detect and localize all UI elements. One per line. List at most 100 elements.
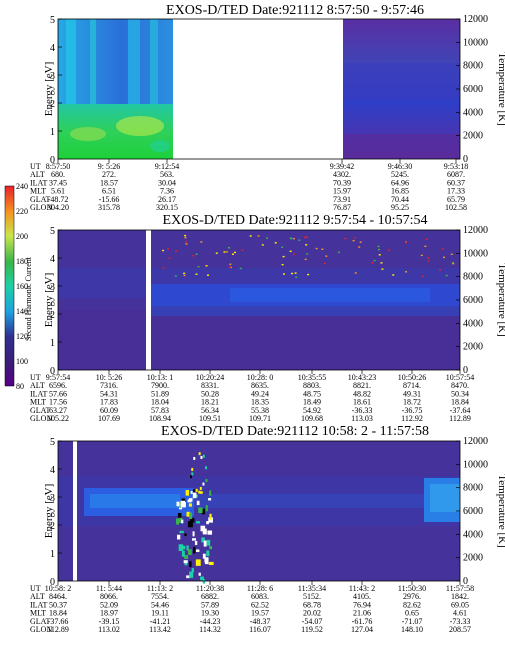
panel-2-table-cell: 8635. <box>251 381 269 390</box>
panel-3-burst-cell <box>181 498 186 503</box>
panel-3-table-cell: 2976. <box>403 592 421 601</box>
panel-2-sparkle <box>183 272 186 275</box>
panel-3-burst-cell <box>199 486 202 490</box>
panel-2-sparkle <box>321 248 324 250</box>
panel-2-table-cell: 48.82 <box>353 389 371 398</box>
panel-2-ylabel: Energy [eV] <box>43 273 55 327</box>
panel-2-sparkle <box>306 253 309 255</box>
panel-3-burst-cell <box>184 555 189 560</box>
panel-2-ytick-label: 3 <box>50 282 55 293</box>
panel-1-y2tick-label: 8000 <box>463 61 483 72</box>
panel-2-sparkle <box>439 269 442 271</box>
panel-2-table-cell: 109.68 <box>301 414 323 423</box>
panel-2-table-cell: 18.61 <box>353 398 371 407</box>
panel-2-table-cell: 8331. <box>201 381 219 390</box>
panel-2-table-cell: 18.49 <box>303 398 321 407</box>
panel-2-sparkle <box>229 266 232 269</box>
panel-2-table-cell: 54.92 <box>303 406 321 415</box>
panel-1-y2label: Temperature [K] <box>496 52 505 125</box>
panel-3-burst-cell <box>187 521 193 528</box>
panel-3-burst-cell <box>182 545 186 550</box>
panel-2-table-row-label: ALT <box>30 381 45 390</box>
panel-1-y2tick-label: 4000 <box>463 107 483 118</box>
panel-3-ytick-label: 4 <box>50 465 55 476</box>
panel-1-table-row-label: GLAT <box>30 195 51 204</box>
panel-2-sparkle <box>195 273 198 275</box>
panel-3-y2tick-label: 12000 <box>463 436 488 447</box>
panel-3-y2tick-label: 2000 <box>463 553 483 564</box>
panel-3-table-cell: 11:57:58 <box>446 584 474 593</box>
panel-3-burst-cell <box>177 513 182 518</box>
panel-3-table-cell: -44.23 <box>200 617 221 626</box>
panel-3-burst-cell <box>196 500 200 506</box>
panel-2-ytick-label: 4 <box>50 254 55 265</box>
panel-3-table-cell: 19.57 <box>251 609 269 618</box>
panel-2-table-cell: 57.66 <box>49 389 67 398</box>
panel-2-table-cell: 6596. <box>49 381 67 390</box>
panel-1-table-cell: 9:46:30 <box>388 162 412 171</box>
panel-3-burst-cell <box>207 530 213 535</box>
panel-3-burst-cell <box>181 502 186 508</box>
panel-2-table-cell: 50.34 <box>451 389 469 398</box>
panel-1-ytick-label: 1 <box>50 127 55 138</box>
panel-3-burst-cell <box>209 546 213 550</box>
panel-2-table-row-label: ILAT <box>30 389 47 398</box>
panel-2-sparkle <box>225 251 228 253</box>
panel-1-ytick-label: 0 <box>50 155 55 166</box>
panel-3-burst-cell <box>194 541 198 545</box>
panel-2-sparkle <box>184 237 187 239</box>
panel-2-y2tick-label: 10000 <box>463 248 488 259</box>
panel-2-sparkle <box>274 242 277 244</box>
panel-2-table-cell: 17.56 <box>49 398 67 407</box>
panel-2-sparkle <box>175 250 178 252</box>
panel-2-sparkle <box>305 236 308 238</box>
panel-3-burst-cell <box>209 490 212 496</box>
panel-1-table-cell: 65.79 <box>447 195 465 204</box>
panel-2: EXOS-D/TED Date:921112 9:57:54 - 10:57:5… <box>30 213 505 423</box>
panel-2-sparkle <box>392 274 395 276</box>
panel-1-table-cell: 16.85 <box>391 187 409 196</box>
panel-3-table-cell: 8066. <box>100 592 118 601</box>
panel-2-y2tick-label: 8000 <box>463 272 483 283</box>
panel-2-sparkle <box>337 251 340 254</box>
panel-3-table-cell: 11:35:34 <box>298 584 326 593</box>
panel-3-burst-cell <box>186 545 189 551</box>
panel-2-sparkle <box>404 241 407 244</box>
panel-2-sparkle <box>185 243 188 245</box>
panel-1-y2tick-label: 6000 <box>463 84 483 95</box>
panel-3-burst-cell <box>192 531 195 537</box>
panel-2-table-cell: 10:35:55 <box>298 373 326 382</box>
panel-2-sparkle <box>420 254 423 257</box>
panel-3-burst-cell <box>202 482 205 486</box>
panel-2-sparkle <box>298 239 301 241</box>
panel-3-burst-cell <box>205 505 208 512</box>
panel-2-sparkle <box>281 246 284 248</box>
panel-3-ytick-label: 5 <box>50 437 55 448</box>
panel-3-table-cell: 52.09 <box>100 600 118 609</box>
panel-3-table-cell: -73.33 <box>450 617 471 626</box>
panel-1-table-cell: 9:39:42 <box>330 162 354 171</box>
panel-1: EXOS-D/TED Date:921112 8:57:50 - 9:57:46… <box>30 3 505 212</box>
panel-2-sparkles <box>162 234 455 278</box>
panel-3-table-cell: -37.66 <box>48 617 69 626</box>
panel-3-table-cell: 127.04 <box>351 625 373 634</box>
panel-2-sparkle <box>192 255 195 257</box>
panel-2-sparkle <box>289 237 292 239</box>
panel-2-table-cell: 56.34 <box>201 406 219 415</box>
panel-1-ytick-label: 2 <box>50 99 55 110</box>
panel-3-table-cell: 54.46 <box>151 600 169 609</box>
panel-3-table-cell: 62.52 <box>251 600 269 609</box>
panel-2-sparkle <box>452 262 455 265</box>
panel-3-table-cell: 57.89 <box>201 600 219 609</box>
panel-3-table-row-label: MLT <box>30 609 46 618</box>
panel-2-table-cell: 48.75 <box>303 389 321 398</box>
panel-3-table-cell: 11:28: 6 <box>247 584 273 593</box>
panel-2-sparkle <box>373 259 376 262</box>
panel-3-table-cell: 19.11 <box>151 609 169 618</box>
panel-3-burst-cell <box>190 518 195 523</box>
panel-1-ytick-label: 5 <box>50 15 55 26</box>
panel-1-table-cell: 6.51 <box>102 187 116 196</box>
panel-3-table-cell: 6083. <box>251 592 269 601</box>
panel-3-data-gap <box>73 441 77 581</box>
panel-2-table-cell: 8803. <box>303 381 321 390</box>
